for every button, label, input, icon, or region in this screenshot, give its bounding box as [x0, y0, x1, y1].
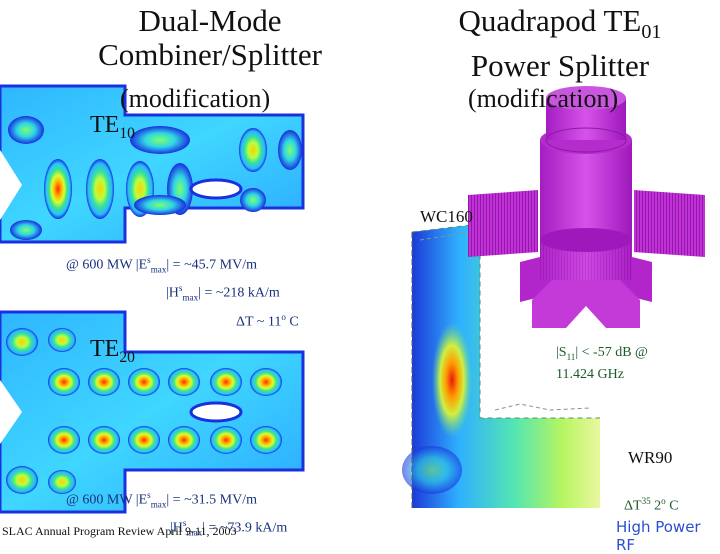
te10-label: TE10	[90, 112, 135, 143]
te10-field-plot	[0, 84, 305, 244]
top-h-sub: max	[182, 292, 199, 303]
right-delta-t-sup: 35	[641, 496, 651, 506]
top-h-prefix: |H	[166, 285, 179, 301]
right-title-line1: Quadrapod TE01	[400, 4, 720, 49]
wc160-label: WC160	[420, 207, 473, 226]
bottom-e-field-label: @ 600 MW |Esmax| = ~31.5 MV/m	[66, 490, 257, 509]
left-delta-t-sup: o	[281, 312, 286, 322]
s11-sub: 11	[566, 351, 576, 362]
s11-line2: 11.424 GHz	[556, 366, 624, 382]
te20-base: TE	[90, 336, 120, 362]
left-delta-t-label: ΔT ~ 11o C	[236, 312, 299, 331]
footer-text: SLAC Annual Program Review April 9-11, 2…	[2, 524, 237, 538]
top-h-field-label: |Hsmax| = ~218 kA/m	[166, 283, 280, 302]
te10-sub: 10	[119, 124, 135, 142]
quadrapod-model	[468, 86, 705, 328]
bottom-e-sub: max	[150, 499, 167, 510]
top-e-suffix: | = ~45.7 MV/m	[166, 257, 257, 273]
left-delta-t-prefix: ΔT ~ 11	[236, 314, 282, 330]
te10-base: TE	[90, 112, 120, 138]
bottom-h-field-label: |Hsmax| = ~73.9 kA/m	[170, 518, 287, 537]
right-delta-t-label: ΔT35 2o C	[624, 496, 679, 515]
right-delta-t-prefix: ΔT	[624, 498, 642, 514]
te20-label: TE20	[90, 336, 135, 367]
bottom-h-sup: s	[182, 518, 187, 528]
right-delta-t-mid: 2	[650, 498, 662, 514]
top-e-field-label: @ 600 MW |Esmax| = ~45.7 MV/m	[66, 255, 257, 274]
left-title-line2: Combiner/Splitter	[98, 37, 322, 72]
te20-sub: 20	[119, 348, 135, 366]
bottom-e-prefix: @ 600 MW |E	[66, 492, 148, 508]
right-title: Quadrapod TE01 Power Splitter	[400, 4, 720, 83]
footer-brand: High Power RF	[616, 518, 701, 554]
right-title-line2: Power Splitter	[470, 48, 650, 84]
bottom-h-prefix: |H	[170, 520, 183, 536]
right-delta-t-sup2: o	[661, 496, 666, 506]
right-title-text: Quadrapod TE	[458, 3, 642, 38]
left-title-line1: Dual-Mode	[138, 3, 282, 38]
right-modification: (modification)	[468, 84, 619, 113]
right-title-sub: 01	[641, 21, 662, 44]
waveguide-field-plot	[402, 223, 600, 508]
left-title: Dual-Mode Combiner/Splitter	[60, 4, 360, 72]
top-h-sup: s	[178, 283, 183, 293]
left-delta-t-suffix: C	[285, 314, 299, 330]
top-h-suffix: | = ~218 kA/m	[198, 285, 280, 301]
s11-suffix: | < -57 dB @	[575, 345, 648, 360]
top-e-prefix: @ 600 MW |E	[66, 257, 148, 273]
right-delta-t-suffix: C	[665, 498, 679, 514]
figure-canvas	[0, 84, 705, 514]
bottom-e-suffix: | = ~31.5 MV/m	[166, 492, 257, 508]
top-e-sub: max	[150, 264, 167, 275]
top-e-sup: s	[147, 255, 151, 265]
s11-label: |S11| < -57 dB @ 11.424 GHz	[556, 344, 648, 383]
wr90-label: WR90	[628, 448, 673, 467]
bottom-h-sub: max	[186, 527, 203, 538]
s11-line1: |S11| < -57 dB @	[556, 344, 648, 366]
left-modification: (modification)	[120, 84, 271, 113]
bottom-h-suffix: | = ~73.9 kA/m	[202, 520, 288, 536]
te20-field-plot	[0, 310, 305, 514]
bottom-e-sup: s	[147, 490, 151, 500]
s11-prefix: |S	[556, 345, 567, 360]
